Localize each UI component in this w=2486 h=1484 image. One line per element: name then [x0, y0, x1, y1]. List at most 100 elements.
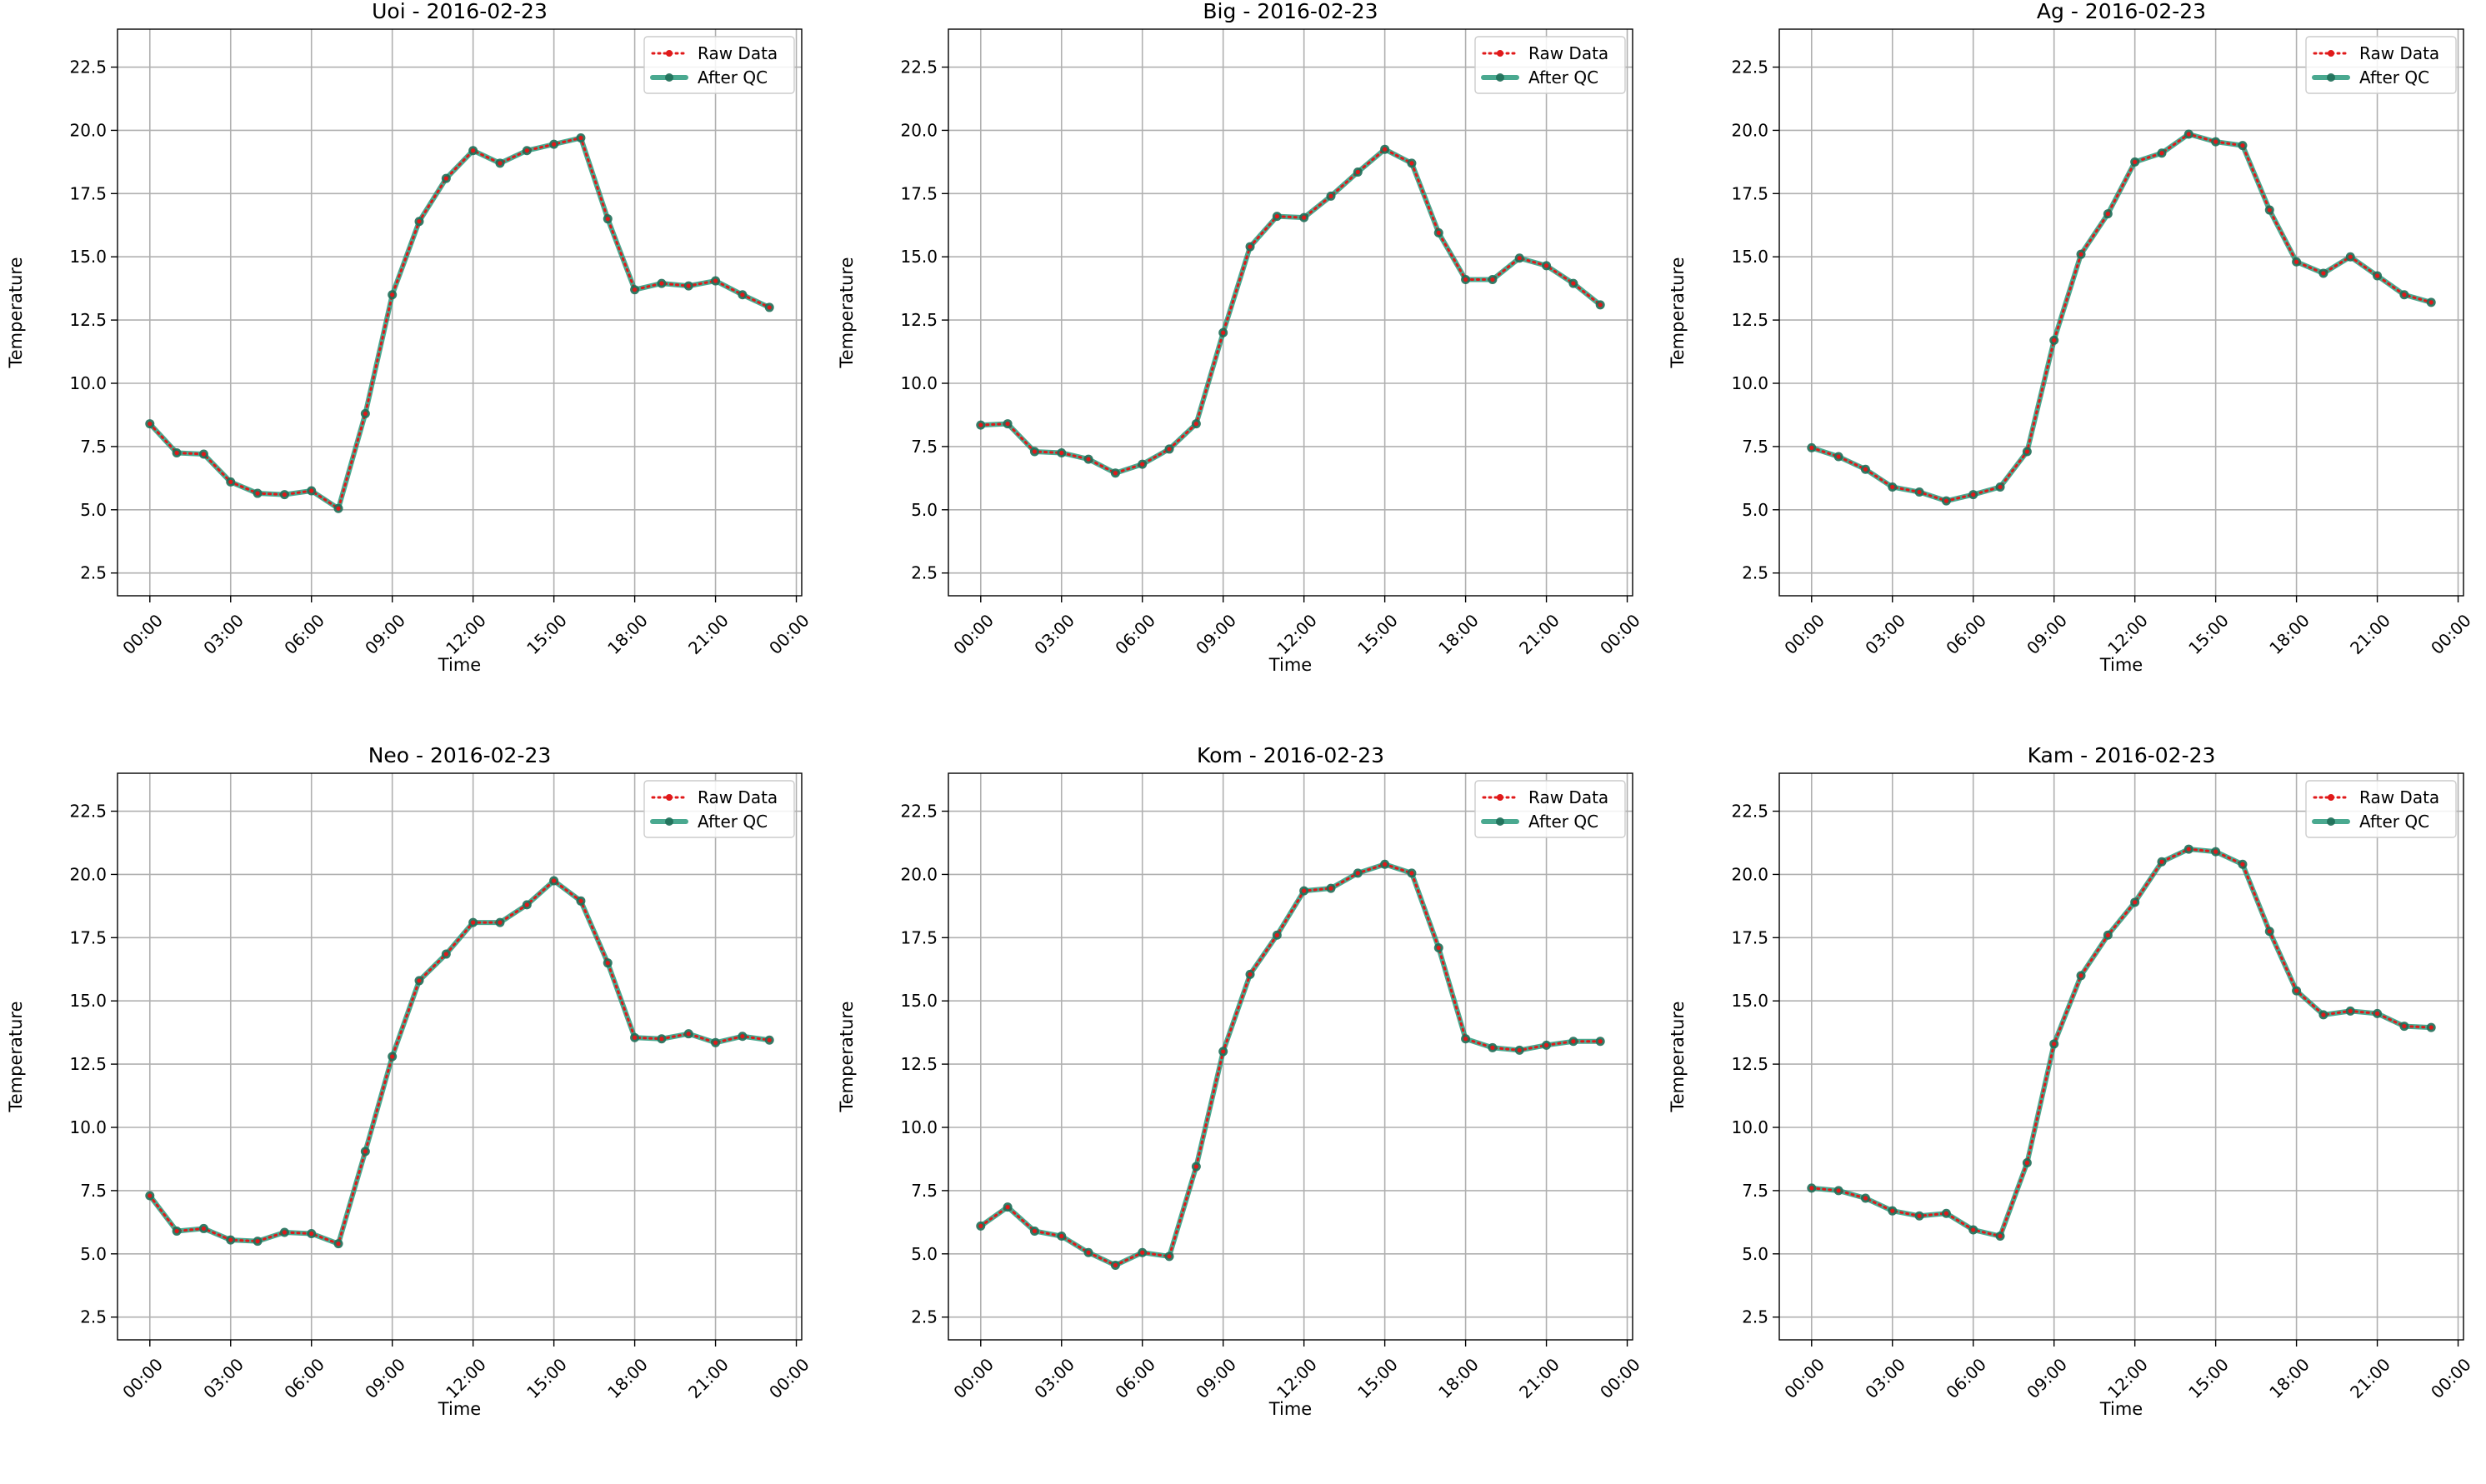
legend-swatch-raw-marker — [1497, 794, 1503, 801]
y-tick-label: 22.5 — [1731, 802, 1768, 822]
x-tick-label: 00:00 — [118, 610, 167, 658]
data-point-raw — [552, 878, 557, 883]
data-point-raw — [2159, 859, 2164, 864]
axes-frame — [117, 28, 803, 597]
y-tick-label: 5.0 — [1742, 500, 1768, 520]
y-tick-labels: 2.5 5.0 7.5 10.0 12.5 15.0 17.5 20.0 22.5 — [69, 802, 107, 1327]
data-point-raw — [1943, 1211, 1949, 1216]
data-point-raw — [578, 898, 583, 903]
x-tick-labels: 00:00 03:00 06:00 09:00 12:00 15:00 18:00 21:00… — [1780, 1354, 2474, 1402]
data-point-raw — [1971, 1227, 1976, 1232]
data-point-raw — [2293, 259, 2299, 264]
data-point-raw — [632, 1035, 638, 1040]
x-tick-label: 00:00 — [1780, 610, 1828, 658]
data-point-raw — [363, 1149, 368, 1154]
axes-frame — [1778, 28, 2464, 597]
x-tick-label: 18:00 — [603, 610, 652, 658]
data-point-raw — [2348, 254, 2353, 259]
y-tick-label: 7.5 — [911, 1181, 938, 1201]
y-tick-label: 20.0 — [69, 120, 107, 140]
x-tick-label: 18:00 — [603, 1354, 652, 1402]
legend-label-raw: Raw Data — [1528, 787, 1608, 807]
data-point-raw — [1598, 1039, 1603, 1044]
x-tick-label: 21:00 — [1515, 610, 1563, 658]
y-tick-label: 20.0 — [1731, 864, 1768, 884]
data-point-raw — [1863, 467, 1868, 472]
legend-label-qc: After QC — [698, 812, 768, 832]
y-tick-label: 2.5 — [911, 563, 938, 583]
data-point-raw — [605, 961, 610, 966]
y-tick-label: 12.5 — [900, 310, 938, 330]
data-point-raw — [2052, 337, 2057, 342]
x-gridlines — [148, 29, 798, 602]
y-tick-label: 5.0 — [911, 500, 938, 520]
series-line-raw-data — [1810, 847, 2433, 1238]
data-point-raw — [978, 422, 983, 427]
data-point-raw — [1193, 421, 1198, 427]
data-point-raw — [1836, 1188, 1841, 1193]
data-point-raw — [1436, 230, 1441, 235]
legend-swatch-qc-marker — [1496, 73, 1504, 82]
x-tick-labels: 00:00 03:00 06:00 09:00 12:00 15:00 18:00 21:00… — [1780, 610, 2474, 658]
data-point-raw — [2024, 1160, 2029, 1166]
data-point-raw — [1248, 244, 1253, 249]
x-tick-label: 12:00 — [442, 610, 490, 658]
y-tick-label: 17.5 — [1731, 183, 1768, 203]
y-tick-label: 2.5 — [80, 1307, 107, 1327]
y-gridlines — [111, 66, 802, 574]
y-tick-label: 22.5 — [900, 802, 938, 822]
data-point-raw — [1383, 147, 1388, 152]
data-point-raw — [2267, 207, 2272, 212]
x-tick-label: 15:00 — [1353, 1354, 1402, 1402]
data-point-raw — [1490, 1045, 1495, 1050]
x-tick-label: 06:00 — [1111, 610, 1159, 658]
data-points — [1807, 129, 2436, 506]
y-tick-label: 15.0 — [900, 991, 938, 1011]
y-tick-label: 20.0 — [69, 864, 107, 884]
y-tick-label: 7.5 — [80, 437, 107, 457]
data-point-raw — [632, 287, 638, 292]
data-point-raw — [2105, 932, 2110, 937]
x-tick-label: 09:00 — [1192, 1354, 1240, 1402]
x-tick-label: 15:00 — [2184, 610, 2233, 658]
data-point-raw — [1890, 1208, 1895, 1213]
x-tick-label: 09:00 — [2023, 1354, 2071, 1402]
x-tick-label: 03:00 — [1030, 1354, 1078, 1402]
y-tick-label: 12.5 — [1731, 310, 1768, 330]
legend-label-raw: Raw Data — [2359, 43, 2439, 63]
x-tick-label: 00:00 — [1596, 610, 1644, 658]
data-point-raw — [1598, 302, 1603, 307]
legend-swatch-qc-marker — [2327, 817, 2335, 826]
legend-swatch-raw-marker — [666, 50, 673, 57]
legend: Raw Data After QC — [1474, 780, 1626, 838]
y-gridlines — [111, 810, 802, 1318]
y-tick-label: 10.0 — [900, 373, 938, 393]
legend-label-raw: Raw Data — [698, 43, 778, 63]
x-tick-label: 12:00 — [1273, 1354, 1321, 1402]
data-point-raw — [1140, 1250, 1145, 1255]
x-tick-label: 18:00 — [1434, 1354, 1483, 1402]
data-point-raw — [1543, 1042, 1549, 1047]
data-point-raw — [659, 281, 664, 286]
data-points — [976, 859, 1605, 1270]
y-tick-label: 20.0 — [900, 864, 938, 884]
x-tick-label: 12:00 — [1273, 610, 1321, 658]
data-point-raw — [713, 1040, 718, 1045]
subplot-3: 00:00 03:00 06:00 09:00 12:00 15:00 18:00 21:00… — [1668, 0, 2475, 675]
y-tick-label: 5.0 — [1742, 1244, 1768, 1264]
data-point-raw — [471, 920, 476, 925]
x-tick-label: 12:00 — [2103, 610, 2152, 658]
data-point-raw — [686, 1032, 691, 1037]
data-point-raw — [1355, 169, 1360, 175]
data-points — [145, 133, 774, 513]
data-points — [145, 876, 774, 1249]
legend-swatch-qc-marker — [665, 73, 673, 82]
data-point-raw — [1863, 1196, 1868, 1201]
data-point-raw — [2428, 1025, 2433, 1030]
data-point-raw — [309, 488, 314, 493]
x-tick-label: 06:00 — [1111, 1354, 1159, 1402]
x-tick-label: 21:00 — [1515, 1354, 1563, 1402]
y-tick-labels: 2.5 5.0 7.5 10.0 12.5 15.0 17.5 20.0 22.5 — [900, 57, 938, 583]
data-point-raw — [417, 219, 422, 224]
